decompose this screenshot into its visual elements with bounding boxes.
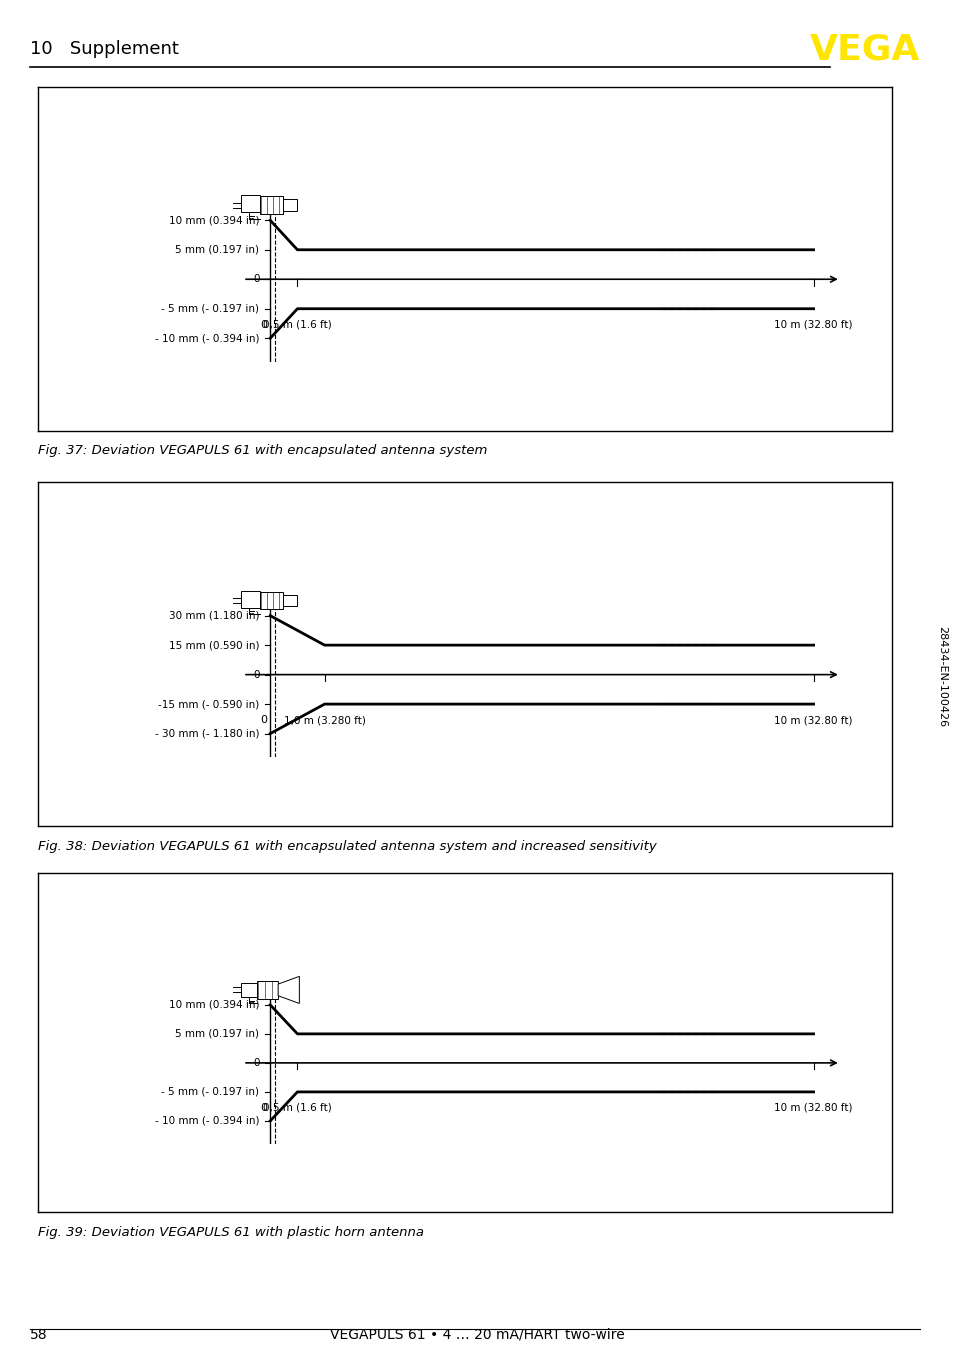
Text: - 30 mm (- 1.180 in): - 30 mm (- 1.180 in) [154, 728, 259, 738]
Text: 5 mm (0.197 in): 5 mm (0.197 in) [175, 245, 259, 255]
Text: 28434-EN-100426: 28434-EN-100426 [936, 627, 946, 727]
Bar [256, 982, 278, 999]
Text: 0: 0 [253, 1057, 259, 1068]
Text: 30 mm (1.180 in): 30 mm (1.180 in) [169, 611, 259, 620]
Text: 10 mm (0.394 in): 10 mm (0.394 in) [169, 215, 259, 225]
Text: Fig. 39: Deviation VEGAPULS 61 with plastic horn antenna: Fig. 39: Deviation VEGAPULS 61 with plas… [38, 1225, 424, 1239]
Text: - 5 mm (- 0.197 in): - 5 mm (- 0.197 in) [161, 1087, 259, 1097]
Text: 0: 0 [260, 715, 267, 724]
Text: - 5 mm (- 0.197 in): - 5 mm (- 0.197 in) [161, 303, 259, 314]
Text: -15 mm (- 0.590 in): -15 mm (- 0.590 in) [158, 699, 259, 709]
Text: 58: 58 [30, 1328, 48, 1342]
Text: 0: 0 [253, 275, 259, 284]
Text: 1,0 m (3.280 ft): 1,0 m (3.280 ft) [283, 715, 365, 724]
Text: 15 mm (0.590 in): 15 mm (0.590 in) [169, 640, 259, 650]
Bar [259, 196, 283, 214]
Bar [259, 592, 283, 609]
Polygon shape [278, 976, 299, 1003]
Text: VEGA: VEGA [809, 32, 919, 66]
Text: 0,5 m (1.6 ft): 0,5 m (1.6 ft) [263, 1102, 332, 1113]
Text: - 10 mm (- 0.394 in): - 10 mm (- 0.394 in) [154, 333, 259, 343]
Bar [283, 199, 296, 211]
Text: VEGAPULS 61 • 4 … 20 mA/HART two-wire: VEGAPULS 61 • 4 … 20 mA/HART two-wire [330, 1328, 623, 1342]
Bar [241, 195, 259, 213]
Text: 0: 0 [260, 320, 267, 329]
Text: 5 mm (0.197 in): 5 mm (0.197 in) [175, 1029, 259, 1039]
Bar [241, 983, 256, 997]
Bar [241, 590, 259, 608]
Text: 10 mm (0.394 in): 10 mm (0.394 in) [169, 999, 259, 1010]
Text: - 10 mm (- 0.394 in): - 10 mm (- 0.394 in) [154, 1116, 259, 1127]
Text: 0,5 m (1.6 ft): 0,5 m (1.6 ft) [263, 320, 332, 329]
Text: 10 m (32.80 ft): 10 m (32.80 ft) [774, 1102, 852, 1113]
Text: 0: 0 [253, 670, 259, 680]
Text: 10 m (32.80 ft): 10 m (32.80 ft) [774, 320, 852, 329]
Text: 10 m (32.80 ft): 10 m (32.80 ft) [774, 715, 852, 724]
Text: 10   Supplement: 10 Supplement [30, 41, 179, 58]
Text: Fig. 38: Deviation VEGAPULS 61 with encapsulated antenna system and increased se: Fig. 38: Deviation VEGAPULS 61 with enca… [38, 839, 657, 853]
Bar [283, 594, 296, 607]
Text: Fig. 37: Deviation VEGAPULS 61 with encapsulated antenna system: Fig. 37: Deviation VEGAPULS 61 with enca… [38, 444, 487, 458]
Text: 0: 0 [260, 1102, 267, 1113]
